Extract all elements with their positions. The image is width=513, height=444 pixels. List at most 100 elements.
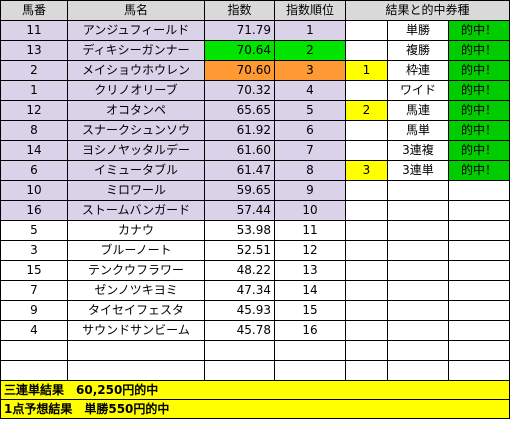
score-cell: 45.93 — [204, 300, 275, 321]
horse-name-cell: クリノオリーブ — [67, 80, 205, 101]
horse-name-cell: ディキシーガンナー — [67, 40, 205, 61]
mark-cell — [345, 320, 388, 341]
horse-name-cell: ヨシノヤッタルデー — [67, 140, 205, 161]
rank-cell: 3 — [274, 60, 346, 81]
empty-cell — [67, 360, 205, 381]
horse-name-cell: スナークシュンソウ — [67, 120, 205, 141]
horse-name-cell: ブルーノート — [67, 240, 205, 261]
ticket-type-cell: 3連複 — [387, 140, 449, 161]
ticket-type-cell — [387, 260, 449, 281]
mark-cell — [345, 180, 388, 201]
score-cell: 61.60 — [204, 140, 275, 161]
mark-cell — [345, 280, 388, 301]
header-row: 馬番 馬名 指数 指数順位 結果と的中券種 — [0, 0, 510, 21]
table-row: 8 スナークシュンソウ 61.92 6 馬単 的中！ — [0, 120, 510, 141]
rank-cell: 10 — [274, 200, 346, 221]
horse-name-cell: アンジュフィールド — [67, 20, 205, 41]
mark-cell — [345, 20, 388, 41]
ticket-type-cell — [387, 220, 449, 241]
hit-cell: 的中！ — [448, 60, 510, 81]
hit-cell: 的中！ — [448, 140, 510, 161]
footer-line1: 三連単結果 60,250円的中 — [0, 380, 510, 400]
horse-name-cell: タイセイフェスタ — [67, 300, 205, 321]
rank-cell: 2 — [274, 40, 346, 61]
rank-cell: 13 — [274, 260, 346, 281]
horse-number-cell: 9 — [0, 300, 68, 321]
horse-name-cell: サウンドサンビーム — [67, 320, 205, 341]
empty-cell — [204, 340, 275, 361]
result-table: 馬番 馬名 指数 指数順位 結果と的中券種 11 アンジュフィールド 71.79 1 単… — [0, 0, 510, 419]
horse-number-cell: 11 — [0, 20, 68, 41]
table-row: 4 サウンドサンビーム 45.78 16 — [0, 320, 510, 341]
ticket-type-cell — [387, 240, 449, 261]
horse-number-cell: 15 — [0, 260, 68, 281]
header-score: 指数 — [204, 0, 275, 21]
table-row: 2 メイショウホウレン 70.60 3 1 枠連 的中！ — [0, 60, 510, 81]
rank-cell: 6 — [274, 120, 346, 141]
rank-cell: 5 — [274, 100, 346, 121]
ticket-type-cell — [387, 180, 449, 201]
empty-cell — [0, 340, 68, 361]
empty-row — [0, 360, 510, 381]
footer-line2: 1点予想結果 単勝550円的中 — [0, 399, 510, 419]
table-row: 13 ディキシーガンナー 70.64 2 複勝 的中！ — [0, 40, 510, 61]
table-row: 10 ミロワール 59.65 9 — [0, 180, 510, 201]
ticket-type-cell — [387, 200, 449, 221]
footer-row: 1点予想結果 単勝550円的中 — [0, 399, 510, 419]
horse-name-cell: メイショウホウレン — [67, 60, 205, 81]
score-cell: 70.64 — [204, 40, 275, 61]
score-cell: 61.47 — [204, 160, 275, 181]
horse-number-cell: 1 — [0, 80, 68, 101]
mark-cell — [345, 220, 388, 241]
mark-cell: 3 — [345, 160, 388, 181]
score-cell: 45.78 — [204, 320, 275, 341]
score-cell: 59.65 — [204, 180, 275, 201]
header-result: 結果と的中券種 — [345, 0, 510, 21]
rank-cell: 15 — [274, 300, 346, 321]
horse-name-cell: ミロワール — [67, 180, 205, 201]
score-cell: 71.79 — [204, 20, 275, 41]
horse-number-cell: 13 — [0, 40, 68, 61]
mark-cell — [345, 120, 388, 141]
horse-number-cell: 14 — [0, 140, 68, 161]
hit-cell: 的中！ — [448, 160, 510, 181]
rank-cell: 9 — [274, 180, 346, 201]
horse-number-cell: 8 — [0, 120, 68, 141]
ticket-type-cell: 馬単 — [387, 120, 449, 141]
horse-number-cell: 2 — [0, 60, 68, 81]
horse-number-cell: 6 — [0, 160, 68, 181]
rank-cell: 7 — [274, 140, 346, 161]
table-row: 7 ゼンノツキヨミ 47.34 14 — [0, 280, 510, 301]
horse-number-cell: 10 — [0, 180, 68, 201]
rank-cell: 16 — [274, 320, 346, 341]
empty-cell — [274, 340, 346, 361]
hit-cell — [448, 320, 510, 341]
horse-name-cell: オコタンペ — [67, 100, 205, 121]
table-row: 1 クリノオリーブ 70.32 4 ワイド 的中！ — [0, 80, 510, 101]
hit-cell: 的中！ — [448, 40, 510, 61]
hit-cell: 的中！ — [448, 100, 510, 121]
score-cell: 57.44 — [204, 200, 275, 221]
score-cell: 48.22 — [204, 260, 275, 281]
table-row: 11 アンジュフィールド 71.79 1 単勝 的中！ — [0, 20, 510, 41]
mark-cell — [345, 260, 388, 281]
hit-cell — [448, 180, 510, 201]
ticket-type-cell: 馬連 — [387, 100, 449, 121]
mark-cell — [345, 300, 388, 321]
table-row: 16 ストームバンガード 57.44 10 — [0, 200, 510, 221]
mark-cell — [345, 140, 388, 161]
ticket-type-cell: 3連単 — [387, 160, 449, 181]
empty-cell — [345, 360, 388, 381]
footer-row: 三連単結果 60,250円的中 — [0, 380, 510, 400]
hit-cell — [448, 300, 510, 321]
horse-number-cell: 3 — [0, 240, 68, 261]
mark-cell — [345, 80, 388, 101]
ticket-type-cell: ワイド — [387, 80, 449, 101]
mark-cell — [345, 40, 388, 61]
ticket-type-cell — [387, 300, 449, 321]
empty-cell — [67, 340, 205, 361]
empty-cell — [387, 360, 449, 381]
table-row: 6 イミュータブル 61.47 8 3 3連単 的中！ — [0, 160, 510, 181]
rank-cell: 11 — [274, 220, 346, 241]
table-row: 9 タイセイフェスタ 45.93 15 — [0, 300, 510, 321]
